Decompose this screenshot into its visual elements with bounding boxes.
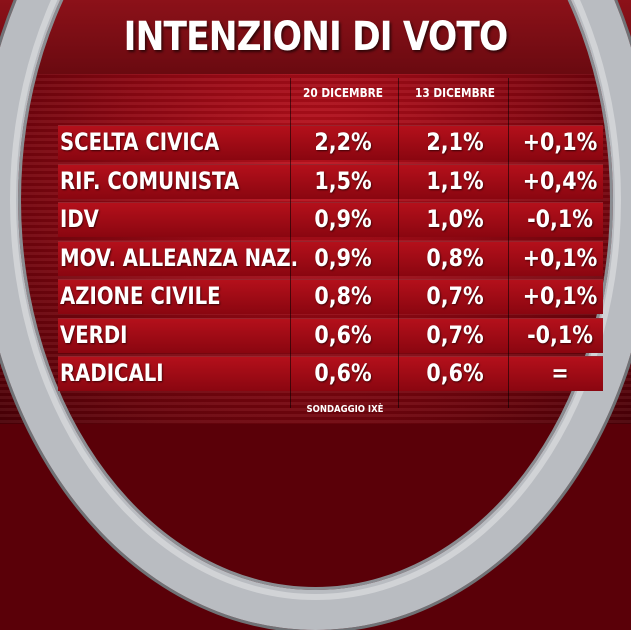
column-separator (290, 78, 291, 408)
chart-title: INTENZIONI DI VOTO (123, 14, 509, 60)
source-note: SONDAGGIO IXÈ (306, 404, 384, 415)
value-difference: +0,4% (522, 167, 598, 195)
value-20-dicembre: 0,9% (314, 244, 372, 272)
party-label: VERDI (60, 321, 128, 349)
column-header (512, 86, 609, 108)
value-13-dicembre: 1,0% (426, 205, 484, 233)
column-separator (508, 78, 509, 408)
table-row-band (58, 356, 603, 391)
value-difference: = (551, 359, 569, 387)
value-13-dicembre: 0,8% (426, 244, 484, 272)
value-13-dicembre: 0,6% (426, 359, 484, 387)
table-row-band (58, 125, 603, 160)
value-13-dicembre: 1,1% (426, 167, 484, 195)
table-row-band (58, 202, 603, 237)
party-label: MOV. ALLEANZA NAZ. (60, 244, 299, 272)
value-13-dicembre: 0,7% (426, 321, 484, 349)
table-row-band (58, 318, 603, 353)
value-20-dicembre: 0,8% (314, 282, 372, 310)
value-difference: +0,1% (522, 128, 598, 156)
party-label: IDV (60, 205, 99, 233)
value-difference: -0,1% (527, 205, 593, 233)
column-header: 13 DICEMBRE (415, 86, 495, 100)
party-label: AZIONE CIVILE (60, 282, 221, 310)
value-13-dicembre: 2,1% (426, 128, 484, 156)
party-label: RIF. COMUNISTA (60, 167, 240, 195)
column-separator (398, 78, 399, 408)
value-20-dicembre: 0,6% (314, 359, 372, 387)
value-20-dicembre: 2,2% (314, 128, 372, 156)
table-row-band (58, 279, 603, 314)
value-13-dicembre: 0,7% (426, 282, 484, 310)
column-header: 20 DICEMBRE (303, 86, 383, 100)
value-difference: +0,1% (522, 244, 598, 272)
value-20-dicembre: 0,9% (314, 205, 372, 233)
value-difference: -0,1% (527, 321, 593, 349)
table-row-band (58, 164, 603, 199)
party-label: SCELTA CIVICA (60, 128, 220, 156)
value-difference: +0,1% (522, 282, 598, 310)
table-row-band (58, 241, 603, 276)
value-20-dicembre: 1,5% (314, 167, 372, 195)
value-20-dicembre: 0,6% (314, 321, 372, 349)
party-label: RADICALI (60, 359, 164, 387)
